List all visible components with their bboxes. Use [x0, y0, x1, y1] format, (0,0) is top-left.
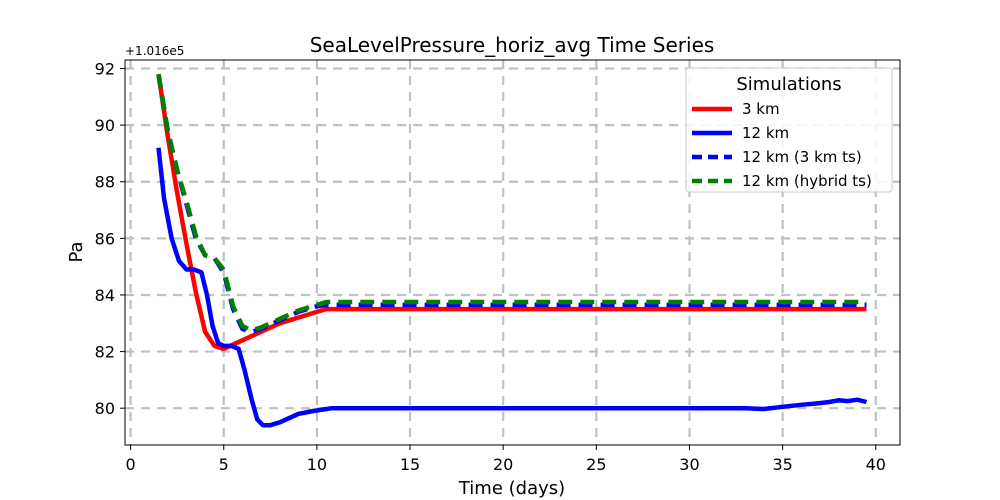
x-tick-label: 20	[493, 455, 513, 474]
series-line-1	[156, 73, 867, 352]
y-tick-label: 84	[95, 286, 115, 305]
series-group	[156, 73, 868, 428]
legend-label-2: 12 km	[742, 124, 789, 142]
x-tick-label: 30	[679, 455, 699, 474]
series-line-2	[156, 147, 868, 428]
y-tick-label: 86	[95, 229, 115, 248]
y-axis: 80 82 84 86 88 90 92	[95, 59, 125, 418]
y-tick-label: 90	[95, 116, 115, 135]
x-tick-label: 5	[219, 455, 229, 474]
y-tick-label: 80	[95, 399, 115, 418]
y-tick-label: 88	[95, 173, 115, 192]
legend-label-4: 12 km (hybrid ts)	[742, 172, 872, 190]
y-offset-label: +1.016e5	[125, 44, 184, 58]
legend: Simulations 3 km 12 km 12 km (3 km ts) 12 k…	[685, 67, 893, 193]
x-tick-label: 25	[586, 455, 606, 474]
x-axis: 0 5 10 15 20 25 30 35 40	[125, 445, 886, 474]
x-tick-label: 15	[400, 455, 420, 474]
y-tick-label: 82	[95, 343, 115, 362]
plot-frame	[124, 59, 901, 446]
chart-title: SeaLevelPressure_horiz_avg Time Series	[310, 33, 715, 57]
y-tick-label: 92	[95, 59, 115, 78]
x-tick-label: 35	[772, 455, 792, 474]
legend-title: Simulations	[736, 74, 841, 95]
y-axis-label: Pa	[66, 241, 87, 262]
legend-label-3: 12 km (3 km ts)	[742, 148, 862, 166]
legend-box	[685, 67, 893, 193]
x-tick-label: 0	[125, 455, 135, 474]
series-line-4	[156, 73, 867, 333]
x-tick-label: 40	[866, 455, 886, 474]
x-axis-label: Time (days)	[458, 478, 565, 499]
x-tick-label: 10	[307, 455, 327, 474]
legend-items: 3 km 12 km 12 km (3 km ts) 12 km (hybrid ts…	[692, 100, 872, 190]
legend-label-1: 3 km	[742, 100, 780, 118]
